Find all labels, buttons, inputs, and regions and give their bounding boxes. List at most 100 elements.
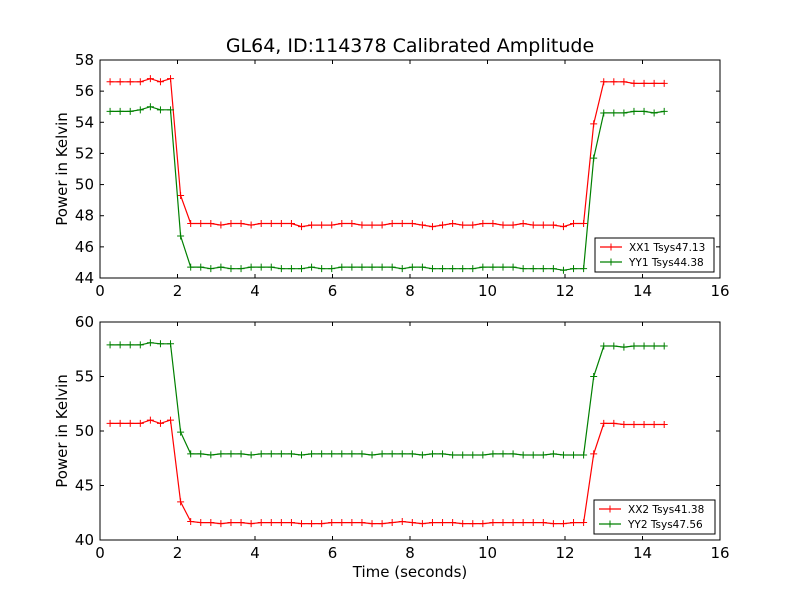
data-point [469, 520, 477, 528]
data-point [580, 265, 588, 273]
y-tick-label: 48 [75, 207, 94, 225]
data-point [358, 450, 366, 458]
data-point [328, 265, 336, 273]
data-point [126, 107, 134, 115]
data-point [418, 520, 426, 528]
y-axis-label: Power in Kelvin [53, 112, 71, 226]
y-tick-label: 55 [75, 368, 94, 386]
data-point [650, 109, 658, 117]
y-tick-label: 46 [75, 238, 94, 256]
legend-label: YY1 Tsys44.38 [628, 257, 704, 269]
data-point [449, 451, 457, 459]
data-point [600, 342, 608, 350]
data-point [479, 451, 487, 459]
data-point [459, 221, 467, 229]
data-point [298, 520, 305, 528]
data-point [338, 220, 346, 227]
data-point [630, 79, 638, 87]
data-point [620, 109, 628, 117]
data-point [630, 342, 638, 350]
data-point [318, 450, 326, 458]
data-point [469, 221, 477, 229]
data-point [570, 451, 578, 459]
data-point [126, 341, 134, 349]
data-point [439, 221, 447, 229]
data-point [187, 220, 195, 227]
data-point [146, 416, 154, 424]
data-point [388, 220, 396, 227]
x-tick-label: 0 [95, 544, 105, 562]
data-point [177, 232, 185, 240]
data-point [630, 420, 638, 428]
data-point [590, 120, 598, 128]
x-tick-label: 14 [633, 282, 652, 300]
data-point [267, 220, 275, 227]
legend-marker [607, 243, 615, 251]
data-point [610, 109, 618, 117]
data-point [106, 341, 114, 349]
data-point [509, 519, 517, 527]
data-point [600, 419, 608, 427]
legend-marker [607, 258, 615, 266]
data-point [378, 263, 386, 271]
data-point [237, 450, 245, 458]
legend-box [593, 499, 716, 535]
data-point [227, 265, 235, 273]
data-point [439, 519, 447, 527]
data-point [187, 450, 195, 458]
legend: XX1 Tsys47.13 YY1 Tsys44.38 [594, 237, 715, 273]
series-2 [106, 103, 668, 274]
data-point [247, 451, 255, 459]
data-point [580, 519, 588, 527]
data-point [308, 450, 316, 458]
data-point [449, 265, 457, 273]
data-point [237, 220, 245, 227]
data-point [620, 343, 628, 351]
x-tick-label: 14 [633, 544, 652, 562]
data-point [509, 450, 517, 458]
x-tick-label: 8 [405, 282, 415, 300]
data-point [156, 78, 164, 86]
series-1 [106, 416, 668, 528]
legend-entry: XX2 Tsys41.38 [599, 504, 704, 516]
data-point [378, 520, 386, 528]
x-tick-label: 12 [555, 282, 574, 300]
data-point [489, 220, 497, 227]
data-point [650, 420, 658, 428]
data-point [489, 519, 497, 527]
x-tick-label: 6 [328, 282, 338, 300]
data-point [590, 373, 598, 380]
data-point [529, 451, 537, 459]
data-point [328, 519, 336, 527]
data-point [277, 519, 285, 527]
legend-label: XX2 Tsys41.38 [628, 504, 704, 516]
x-tick-label: 4 [250, 282, 260, 300]
data-point [489, 450, 497, 458]
data-point [348, 220, 356, 227]
data-point [650, 79, 658, 87]
data-point [539, 519, 547, 527]
data-point [267, 519, 275, 527]
x-tick-label: 4 [250, 544, 260, 562]
data-point [116, 341, 124, 349]
data-point [227, 220, 235, 227]
y-tick-label: 52 [75, 144, 94, 162]
data-point [136, 419, 144, 427]
y-tick-label: 50 [75, 422, 94, 440]
data-point [318, 221, 326, 229]
data-point [298, 265, 305, 273]
data-point [439, 265, 447, 273]
data-point [338, 519, 346, 527]
data-point [207, 265, 215, 273]
data-point [519, 519, 527, 527]
data-point [187, 517, 195, 525]
data-point [580, 220, 588, 227]
data-point [610, 342, 618, 350]
data-point [348, 450, 356, 458]
data-point [570, 519, 578, 527]
legend-label: YY2 Tsys47.56 [627, 519, 703, 531]
data-point [217, 263, 225, 271]
data-point [338, 450, 346, 458]
